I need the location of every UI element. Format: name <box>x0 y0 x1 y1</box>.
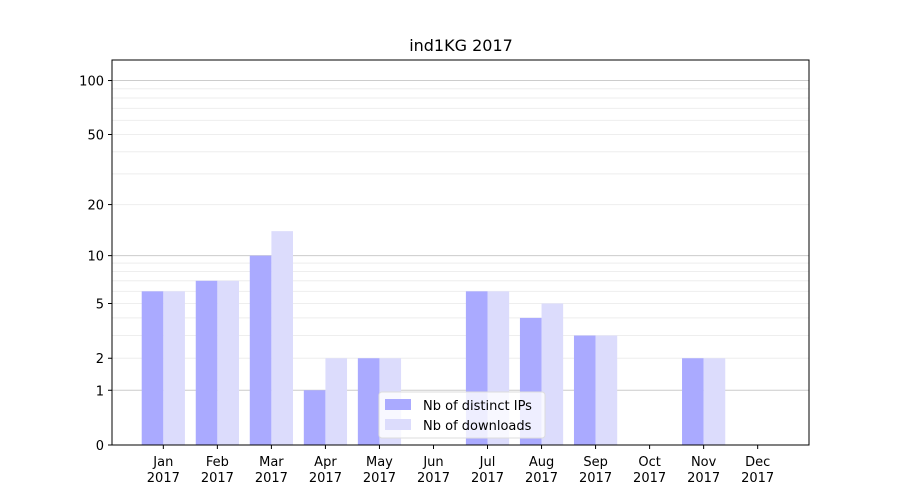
legend-label: Nb of distinct IPs <box>423 399 532 414</box>
bar-nb-of-distinct-ips <box>682 358 704 445</box>
bar-nb-of-distinct-ips <box>573 335 596 445</box>
x-tick-label: Jan 2017 <box>147 455 180 486</box>
y-tick-label: 1 <box>96 384 104 399</box>
y-axis: 0 1 2 5 10 20 50 100 <box>79 75 112 454</box>
y-tick-label: 2 <box>96 352 104 367</box>
plot-frame <box>111 59 810 446</box>
x-tick-label: Nov 2017 <box>687 455 720 486</box>
legend-box <box>378 391 546 439</box>
x-tick-label: Aug 2017 <box>525 455 558 486</box>
bar-nb-of-downloads <box>541 303 564 445</box>
x-axis: Jan 2017 Feb 2017 Mar 2017 Apr 2017 May 2017 Jun 20… <box>147 445 774 486</box>
x-tick-label: Jun 2017 <box>417 455 450 486</box>
y-tick-label: 0 <box>96 439 104 454</box>
x-tick-label: Jul 2017 <box>471 455 504 486</box>
legend-label: Nb of downloads <box>423 419 532 434</box>
x-tick-label: Dec 2017 <box>741 455 774 486</box>
bar-nb-of-distinct-ips <box>141 291 164 445</box>
bar-nb-of-downloads <box>217 280 239 445</box>
x-tick-label: Feb 2017 <box>201 455 234 486</box>
y-tick-label: 5 <box>96 298 104 313</box>
bar-nb-of-downloads <box>271 231 294 445</box>
bar-nb-of-distinct-ips <box>357 358 380 445</box>
x-tick-label: Sep 2017 <box>579 455 612 486</box>
bar-nb-of-downloads <box>703 358 726 445</box>
bar-nb-of-distinct-ips <box>249 255 272 445</box>
legend-swatch <box>385 399 411 410</box>
y-tick-label: 20 <box>87 199 104 214</box>
bar-nb-of-downloads <box>325 358 348 445</box>
x-tick-label: Mar 2017 <box>255 455 288 486</box>
x-tick-label: May 2017 <box>363 455 396 486</box>
bar-nb-of-distinct-ips <box>303 390 326 445</box>
x-tick-label: Oct 2017 <box>633 455 666 486</box>
legend-swatch <box>385 419 411 430</box>
y-tick-label: 50 <box>87 128 104 143</box>
y-tick-label: 10 <box>87 250 104 265</box>
bar-nb-of-downloads <box>163 291 185 445</box>
legend: Nb of distinct IPs Nb of downloads <box>378 391 546 439</box>
y-tick-label: 100 <box>79 75 104 90</box>
bar-nb-of-distinct-ips <box>195 280 218 445</box>
x-tick-label: Apr 2017 <box>309 455 342 486</box>
bar-nb-of-downloads <box>595 335 618 445</box>
chart-title: ind1KG 2017 <box>409 36 513 55</box>
